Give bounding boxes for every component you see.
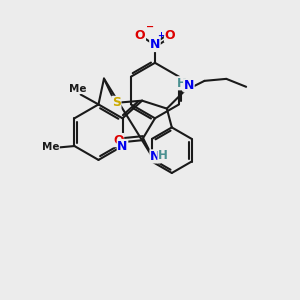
Text: N: N [184,79,194,92]
Text: H: H [177,77,187,90]
Text: S: S [112,96,121,110]
Text: +: + [157,31,164,40]
Text: Me: Me [42,142,59,152]
Text: H: H [158,149,168,162]
Text: O: O [164,28,175,42]
Text: O: O [135,28,146,42]
Text: N: N [150,38,160,52]
Text: Me: Me [69,83,86,94]
Text: O: O [113,134,124,147]
Text: N: N [117,140,128,152]
Text: N: N [150,150,160,163]
Text: −: − [146,22,154,32]
